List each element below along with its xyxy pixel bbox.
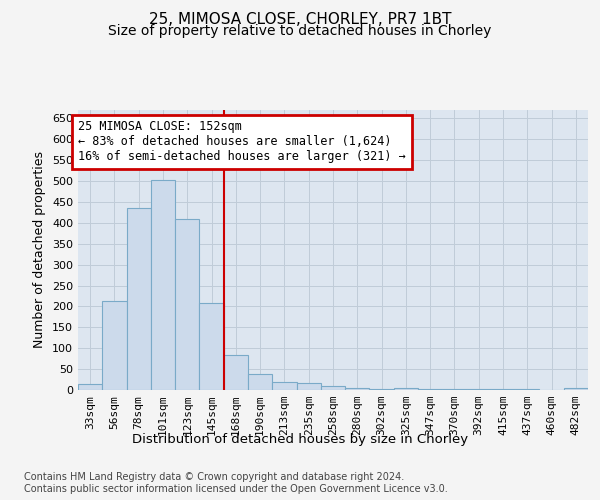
Bar	[127, 208, 151, 390]
Bar	[515, 388, 539, 390]
Bar	[102, 301, 127, 390]
Text: Distribution of detached houses by size in Chorley: Distribution of detached houses by size …	[132, 432, 468, 446]
Bar	[272, 382, 296, 390]
Bar	[442, 388, 467, 390]
Bar	[78, 384, 102, 390]
Text: Contains public sector information licensed under the Open Government Licence v3: Contains public sector information licen…	[24, 484, 448, 494]
Bar	[199, 303, 224, 390]
Bar	[345, 388, 370, 390]
Text: Size of property relative to detached houses in Chorley: Size of property relative to detached ho…	[109, 24, 491, 38]
Bar	[175, 220, 199, 390]
Bar	[491, 388, 515, 390]
Bar	[467, 388, 491, 390]
Text: 25 MIMOSA CLOSE: 152sqm
← 83% of detached houses are smaller (1,624)
16% of semi: 25 MIMOSA CLOSE: 152sqm ← 83% of detache…	[78, 120, 406, 164]
Bar	[370, 388, 394, 390]
Bar	[418, 388, 442, 390]
Text: Contains HM Land Registry data © Crown copyright and database right 2024.: Contains HM Land Registry data © Crown c…	[24, 472, 404, 482]
Bar	[248, 374, 272, 390]
Text: 25, MIMOSA CLOSE, CHORLEY, PR7 1BT: 25, MIMOSA CLOSE, CHORLEY, PR7 1BT	[149, 12, 451, 28]
Bar	[296, 383, 321, 390]
Bar	[564, 388, 588, 390]
Bar	[394, 388, 418, 390]
Bar	[321, 386, 345, 390]
Y-axis label: Number of detached properties: Number of detached properties	[34, 152, 46, 348]
Bar	[224, 356, 248, 390]
Bar	[151, 180, 175, 390]
